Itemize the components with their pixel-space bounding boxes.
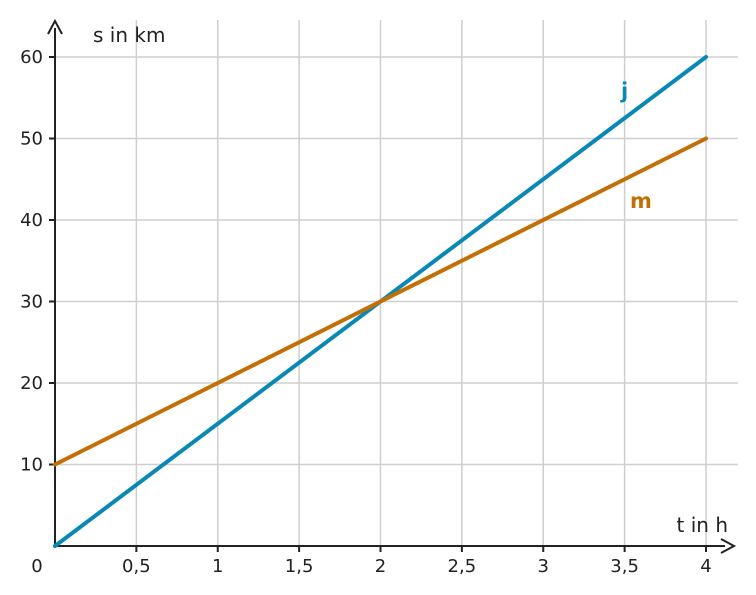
y-tick-label: 40 [20,210,43,231]
x-tick-label: 2,5 [448,556,477,577]
x-tick-label: 1 [212,556,223,577]
y-tick-label: 20 [20,373,43,394]
y-axis-label: s in km [93,23,165,47]
x-tick-label: 1,5 [285,556,314,577]
series-label-j: j [620,79,628,103]
x-axis-label: t in h [677,513,728,537]
y-tick-label: 50 [20,129,43,150]
labels-group: 0,5 1 1,5 2 2,5 3 3,5 4 10 20 30 40 50 60 0 t in h s in … [20,23,728,577]
y-tick-label: 10 [20,455,43,476]
x-tick-label: 4 [700,556,711,577]
x-tick-label: 0,5 [122,556,151,577]
axes [47,18,737,554]
grid [55,20,738,546]
y-tick-label: 60 [20,47,43,68]
y-axis-arrow [47,18,63,35]
x-tick-label: 3,5 [610,556,639,577]
x-tick-label: 3 [538,556,549,577]
y-tick-label: 30 [20,292,43,313]
x-axis-arrow [720,538,737,554]
origin-label: 0 [31,556,42,577]
series-line-m [53,136,708,467]
x-tick-label: 2 [375,556,386,577]
series-label-m: m [630,189,652,213]
series-group [53,55,708,548]
